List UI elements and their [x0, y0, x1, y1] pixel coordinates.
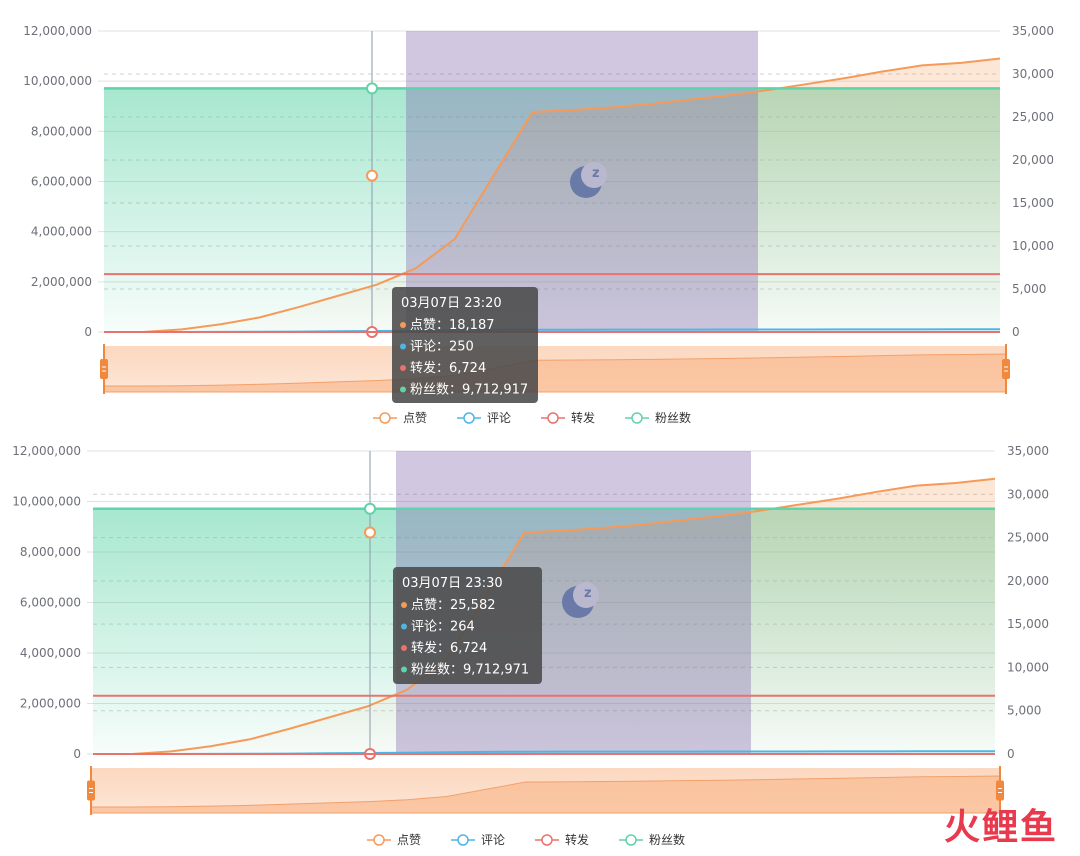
zoom-handle-right[interactable] [996, 766, 1004, 815]
legend-item-repost[interactable]: 转发 [541, 410, 595, 425]
y-left-tick-label: 8,000,000 [20, 545, 81, 559]
hover-dot-like [364, 526, 376, 539]
tooltip-marker [400, 322, 406, 328]
legend-label: 点赞 [403, 411, 427, 425]
y-right-tick-label: 30,000 [1007, 487, 1049, 501]
tooltip-row-value: 6,724 [450, 641, 487, 656]
y-right-tick-label: 30,000 [1012, 67, 1054, 81]
y-right-tick-label: 20,000 [1007, 574, 1049, 588]
y-left-tick-label: 0 [73, 747, 81, 761]
tooltip-row-label: 转发： [411, 640, 450, 656]
hover-dot-fans [364, 502, 376, 515]
y-left-tick-label: 6,000,000 [31, 175, 92, 189]
legend-item-comment[interactable]: 评论 [457, 411, 511, 425]
tooltip-background [392, 287, 538, 403]
y-right-tick-label: 20,000 [1012, 153, 1054, 167]
svg-text:z: z [584, 586, 592, 601]
y-left-tick-label: 6,000,000 [20, 596, 81, 610]
y-left-tick-label: 4,000,000 [20, 646, 81, 660]
legend-label: 转发 [571, 410, 595, 425]
legend-item-comment[interactable]: 评论 [451, 833, 505, 847]
series-area-like [93, 478, 995, 754]
y-left-tick-label: 8,000,000 [31, 124, 92, 138]
zoom-slider-preview [103, 353, 1007, 393]
moon-zz-icon: z [570, 162, 607, 198]
tooltip-row-label: 点赞： [411, 598, 450, 613]
y-right-tick-label: 25,000 [1012, 110, 1054, 124]
legend-label: 粉丝数 [655, 410, 691, 425]
tooltip-marker [400, 343, 406, 350]
series-line-like [104, 57, 1001, 333]
y-right-tick-label: 0 [1012, 325, 1020, 339]
tooltip-row-label: 转发： [410, 360, 449, 376]
y-left-tick-label: 10,000,000 [23, 74, 92, 88]
tooltip-row-value: 9,712,971 [463, 663, 529, 678]
tooltip-marker [401, 666, 407, 673]
legend-label: 转发 [565, 832, 589, 847]
watermark-logo: 火鲤鱼 [943, 807, 1058, 848]
moon-zz-icon: z [562, 582, 599, 618]
tooltip-row-value: 6,724 [449, 361, 486, 376]
y-right-tick-label: 5,000 [1012, 282, 1046, 296]
zoom-handle-left[interactable] [100, 344, 108, 394]
tooltip-row-value: 9,712,917 [462, 383, 528, 398]
tooltip-title: 03月07日 23:20 [401, 296, 502, 311]
tooltip-row-value: 25,582 [450, 598, 496, 613]
zoom-slider-preview [90, 775, 1001, 814]
legend-label: 评论 [487, 411, 511, 425]
y-right-tick-label: 15,000 [1012, 196, 1054, 210]
series-line-like [93, 477, 996, 755]
zoom-handle-left[interactable] [87, 766, 95, 815]
y-left-tick-label: 2,000,000 [20, 697, 81, 711]
tooltip-row-label: 粉丝数： [410, 383, 462, 398]
zoom-handle-right[interactable] [1002, 344, 1010, 394]
y-right-tick-label: 10,000 [1007, 660, 1049, 674]
legend-item-like[interactable]: 点赞 [367, 833, 421, 847]
chart-2: 0 2,000,000 4,000,000 6,000,000 8,000,000 10,… [12, 444, 1049, 847]
tooltip-row-label: 评论： [410, 340, 449, 355]
tooltip-row-label: 点赞： [410, 318, 449, 333]
legend-label: 粉丝数 [649, 832, 685, 847]
legend-label: 评论 [481, 833, 505, 847]
y-right-tick-label: 35,000 [1012, 24, 1054, 38]
legend-item-repost[interactable]: 转发 [535, 832, 589, 847]
tooltip-marker [401, 645, 407, 651]
hover-dot-like [366, 169, 378, 182]
tooltip-marker [401, 623, 407, 630]
y-left-tick-label: 12,000,000 [23, 24, 92, 38]
svg-text:z: z [592, 166, 600, 181]
tooltip-row-value: 18,187 [449, 318, 495, 333]
y-right-tick-label: 25,000 [1007, 531, 1049, 545]
chart-1: 0 2,000,000 4,000,000 6,000,000 8,000,000 10,… [23, 24, 1054, 425]
y-left-tick-label: 4,000,000 [31, 225, 92, 239]
y-right-tick-label: 10,000 [1012, 239, 1054, 253]
y-right-tick-label: 0 [1007, 747, 1015, 761]
tooltip-row-label: 粉丝数： [411, 663, 463, 678]
legend-item-fans[interactable]: 粉丝数 [625, 410, 691, 425]
legend-label: 点赞 [397, 833, 421, 847]
tooltip-marker [400, 386, 406, 393]
y-left-tick-label: 12,000,000 [12, 444, 81, 458]
tooltip-row-value: 264 [450, 620, 475, 635]
y-left-tick-label: 0 [84, 325, 92, 339]
series-area-like [104, 58, 1000, 333]
y-right-tick-label: 5,000 [1007, 704, 1041, 718]
tooltip-marker [400, 365, 406, 371]
y-right-tick-label: 15,000 [1007, 617, 1049, 631]
hover-dot-fans [366, 82, 378, 95]
legend-item-fans[interactable]: 粉丝数 [619, 832, 685, 847]
tooltip-marker [401, 602, 407, 608]
tooltip-background [393, 567, 542, 684]
tooltip-title: 03月07日 23:30 [402, 576, 503, 591]
y-right-tick-label: 35,000 [1007, 444, 1049, 458]
tooltip-row-value: 250 [449, 340, 474, 355]
y-left-tick-label: 2,000,000 [31, 275, 92, 289]
y-left-tick-label: 10,000,000 [12, 495, 81, 509]
legend-item-like[interactable]: 点赞 [373, 411, 427, 425]
tooltip-row-label: 评论： [411, 620, 450, 635]
